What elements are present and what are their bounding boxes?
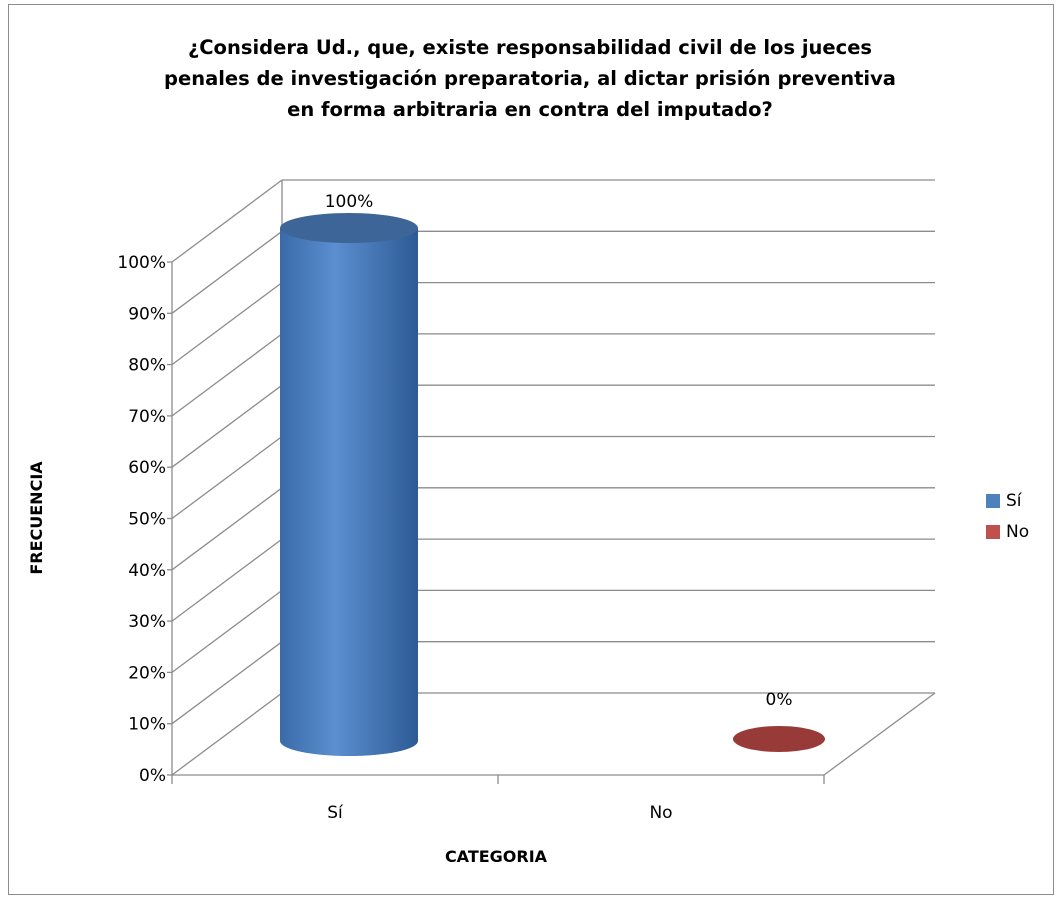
- legend-swatch: [986, 493, 1000, 508]
- chart-title-line-2: penales de investigación preparatoria, a…: [164, 67, 896, 90]
- legend-label: No: [1006, 521, 1030, 542]
- y-tick-label: 60%: [128, 458, 166, 478]
- y-axis-title: FRECUENCIA: [27, 461, 46, 575]
- legend-item: Sí: [986, 485, 1029, 516]
- y-tick-label: 30%: [128, 612, 166, 632]
- legend-item: No: [986, 516, 1029, 547]
- bars: [280, 213, 825, 756]
- legend-label: Sí: [1006, 490, 1022, 511]
- y-tick-label: 70%: [128, 407, 166, 427]
- x-category-label: No: [649, 803, 672, 823]
- y-tick-label: 90%: [128, 304, 166, 324]
- y-tick-label: 50%: [128, 510, 166, 530]
- chart-title-line-1: ¿Considera Ud., que, existe responsabili…: [187, 36, 873, 59]
- y-tick-labels: 0% 10% 20% 30% 40% 50% 60% 70% 80% 90% 100%: [117, 253, 166, 786]
- y-tick-label: 40%: [128, 561, 166, 581]
- y-tick-label: 10%: [128, 715, 166, 735]
- y-tick-label: 100%: [117, 253, 166, 273]
- data-label: 100%: [325, 192, 374, 212]
- floor-right-edge: [823, 692, 936, 776]
- y-tick-label: 0%: [139, 766, 166, 786]
- legend-swatch: [986, 524, 1000, 539]
- chart-title-line-3: en forma arbitraria en contra del imputa…: [287, 98, 773, 121]
- x-axis-title: CATEGORIA: [445, 847, 548, 866]
- bar-no: [733, 726, 825, 752]
- gridline: [171, 179, 935, 263]
- data-labels: 100% 0%: [325, 192, 793, 710]
- chart-frame: [8, 4, 1054, 895]
- x-category-label: Sí: [327, 803, 344, 823]
- x-category-labels: Sí No: [327, 803, 672, 823]
- bar-si: [280, 213, 418, 756]
- y-tick-label: 20%: [128, 663, 166, 683]
- data-label: 0%: [766, 690, 793, 710]
- y-tick-label: 80%: [128, 356, 166, 376]
- legend: Sí No: [986, 485, 1029, 547]
- chart-title: ¿Considera Ud., que, existe responsabili…: [90, 32, 970, 125]
